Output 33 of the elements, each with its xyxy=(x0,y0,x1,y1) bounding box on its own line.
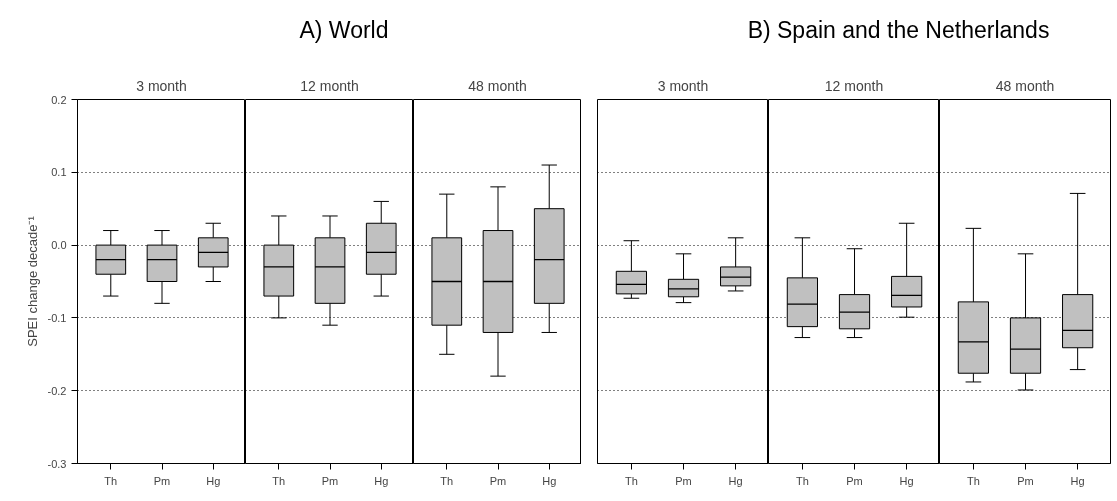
x-tick-label: Th xyxy=(440,474,454,487)
y-tick-label: -0.2 xyxy=(47,384,67,397)
x-tick-label: Th xyxy=(966,474,980,487)
chart-title: A) World xyxy=(298,16,390,45)
x-tick-label: Hg xyxy=(728,474,743,487)
y-tick-label: 0.0 xyxy=(51,239,67,252)
x-tick-label: Pm xyxy=(153,474,171,487)
x-tick-label: Hg xyxy=(899,474,914,487)
chart-subtitle: 12 month xyxy=(824,77,884,94)
y-tick-label: 0.2 xyxy=(51,93,67,106)
x-tick-label: Th xyxy=(272,474,286,487)
y-tick-label: -0.3 xyxy=(47,457,67,470)
x-tick-label: Hg xyxy=(374,474,389,487)
x-tick-label: Pm xyxy=(489,474,507,487)
x-tick-label: Hg xyxy=(206,474,221,487)
y-tick-label: 0.1 xyxy=(51,166,67,179)
chart-subtitle: 12 month xyxy=(300,77,359,94)
chart-subtitle: 48 month xyxy=(468,77,527,94)
x-tick-label: Th xyxy=(795,474,809,487)
chart-subtitle: 3 month xyxy=(136,77,187,94)
chart-title: B) Spain and the Netherlands xyxy=(747,16,1050,45)
y-tick-label: -0.1 xyxy=(47,311,67,324)
x-tick-label: Pm xyxy=(1017,474,1034,487)
x-tick-label: Pm xyxy=(675,474,692,487)
x-tick-label: Hg xyxy=(542,474,557,487)
x-tick-label: Pm xyxy=(321,474,339,487)
x-tick-label: Pm xyxy=(846,474,863,487)
chart-subtitle: 48 month xyxy=(995,77,1055,94)
x-tick-label: Th xyxy=(624,474,638,487)
x-tick-label: Hg xyxy=(1070,474,1085,487)
chart-subtitle: 3 month xyxy=(657,77,709,94)
x-tick-label: Th xyxy=(104,474,118,487)
y-axis-title: SPEI change decade⁻¹ xyxy=(24,215,40,347)
